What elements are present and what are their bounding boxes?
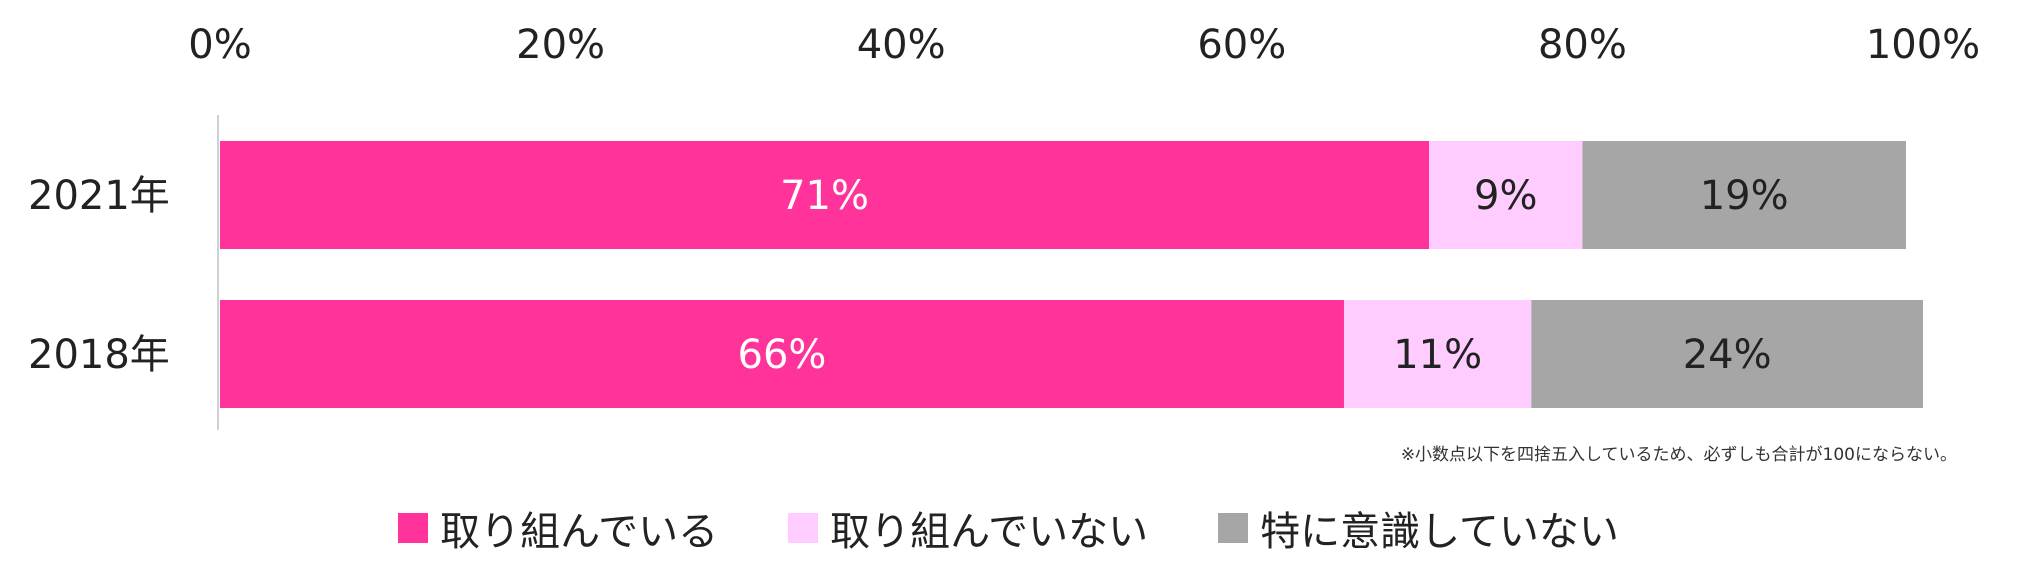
data-label: 9% [1474,173,1537,219]
legend-swatch-series-2 [1218,513,1249,543]
x-tick-label: 60% [1197,22,1286,68]
bar-segment-0 [220,141,1430,249]
legend-item-series-2: 特に意識していない [1218,499,1619,557]
legend-swatch-series-0 [398,513,429,543]
data-label: 11% [1393,332,1482,378]
legend: 取り組んでいる 取り組んでいない 特に意識していない [0,500,2017,556]
stacked-bar-chart: 0% 20% 40% 60% 80% 100% 2021年 71% 9% 19% 2018年 66% 1… [28,22,1980,430]
bar-segment-0 [220,300,1344,408]
data-label: 24% [1683,332,1772,378]
data-label: 66% [738,332,827,378]
rounding-footnote: ※小数点以下を四捨五入しているため、必ずしも合計が100にならない。 [1400,445,1957,465]
bar-segment-2 [1582,141,1906,249]
x-tick-label: 80% [1538,22,1627,68]
bar-segment-1 [1429,141,1583,249]
x-tick-label: 100% [1866,22,1980,68]
data-label: 19% [1700,173,1789,219]
x-tick-label: 0% [188,22,251,68]
legend-item-series-0: 取り組んでいる [398,499,718,557]
category-label: 2021年 [28,173,170,219]
data-label: 71% [780,173,869,219]
category-label: 2018年 [28,332,170,378]
legend-swatch-series-1 [788,513,819,543]
legend-label-series-0: 取り組んでいる [440,509,719,555]
legend-label-series-2: 特に意識していない [1260,509,1619,555]
x-tick-label: 40% [857,22,946,68]
bar-segment-1 [1343,300,1532,408]
bar-segment-2 [1531,300,1923,408]
x-tick-label: 20% [516,22,605,68]
legend-label-series-1: 取り組んでいない [830,509,1149,555]
legend-item-series-1: 取り組んでいない [788,499,1148,557]
